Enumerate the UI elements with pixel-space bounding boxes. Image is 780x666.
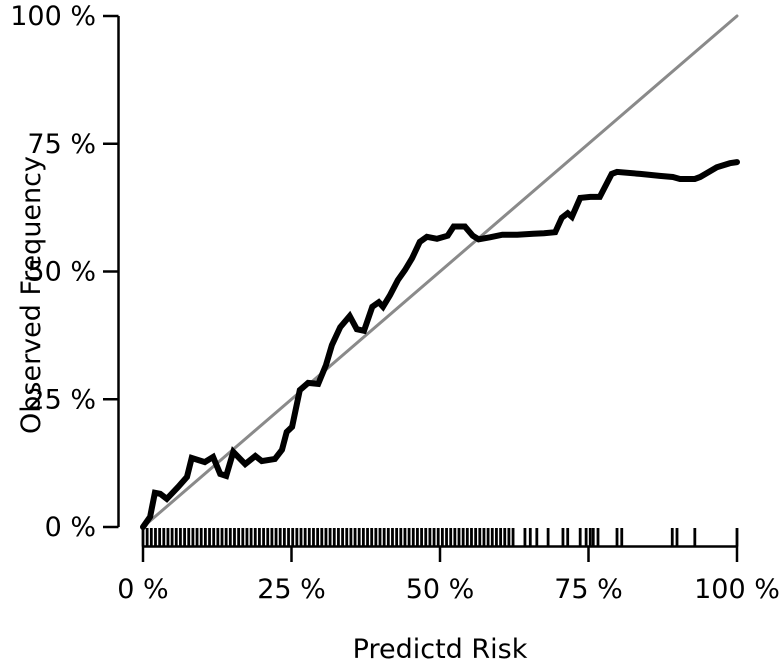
y-tick-label: 50 % [27, 257, 96, 288]
x-axis: 0 % 25 % 50 % 75 % 100 % [117, 545, 780, 605]
x-tick-label: 0 % [117, 574, 168, 605]
y-tick-label: 75 % [27, 129, 96, 160]
x-tick-label: 50 % [406, 574, 475, 605]
x-tick-label: 100 % [694, 574, 780, 605]
calibration-curve [140, 159, 740, 530]
y-tick-label: 25 % [27, 384, 96, 415]
x-axis-title: Predictd Risk [352, 634, 528, 665]
ideal-line [141, 14, 739, 529]
rug-marks [141, 528, 739, 547]
y-axis-title: Observed Frequency [16, 156, 47, 434]
y-tick-label: 0 % [45, 512, 96, 543]
y-axis: 0 % 25 % 50 % 75 % 100 % [10, 1, 120, 543]
y-tick-label: 100 % [10, 1, 96, 32]
x-tick-label: 25 % [257, 574, 326, 605]
x-tick-label: 75 % [554, 574, 623, 605]
